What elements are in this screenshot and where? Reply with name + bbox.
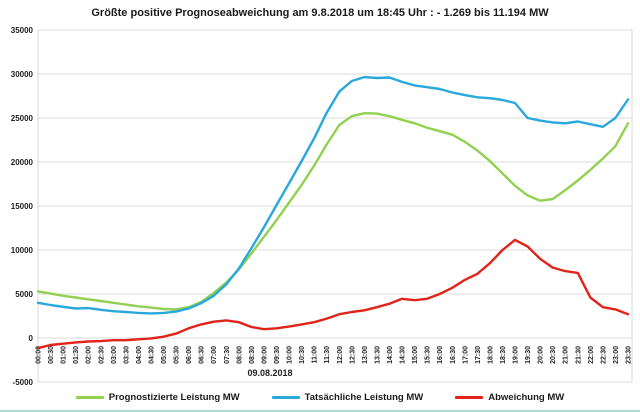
x-tick-label-21:00: 21:00: [563, 346, 570, 364]
series-line-0: [36, 111, 630, 311]
x-tick-label-13:30: 13:30: [374, 346, 381, 364]
legend-item-deviation: Abweichung MW: [455, 392, 564, 403]
x-tick-label-03:30: 03:30: [123, 346, 130, 364]
x-tick-label-04:00: 04:00: [136, 346, 143, 364]
forecast-line-swatch: [75, 396, 104, 399]
x-tick-label-08:00: 08:00: [236, 346, 243, 364]
y-tick-label-15000: 15000: [11, 202, 34, 211]
x-tick-label-08:30: 08:30: [249, 346, 256, 364]
deviation-line-swatch: [455, 396, 484, 399]
x-tick-label-19:00: 19:00: [513, 346, 520, 364]
series-line-1: [36, 75, 630, 315]
x-tick-label-23:00: 23:00: [613, 346, 620, 364]
y-tick-label-0: 0: [29, 334, 34, 343]
y-tick-label-10000: 10000: [11, 246, 34, 255]
x-tick-label-21:30: 21:30: [575, 346, 582, 364]
legend-label-actual: Tatsächliche Leistung MW: [304, 392, 424, 403]
y-tick-label-30000: 30000: [11, 70, 34, 79]
x-tick-label-06:30: 06:30: [199, 346, 206, 364]
x-tick-label-14:30: 14:30: [400, 346, 407, 364]
x-tick-label-15:00: 15:00: [412, 346, 419, 364]
x-tick-label-16:00: 16:00: [437, 346, 444, 364]
screenshot-bottom-edge-artifact: [0, 410, 640, 412]
x-tick-label-03:00: 03:00: [111, 346, 118, 364]
x-tick-label-07:00: 07:00: [211, 346, 218, 364]
legend-label-deviation: Abweichung MW: [488, 392, 565, 403]
x-tick-label-17:30: 17:30: [475, 346, 482, 364]
x-tick-label-00:30: 00:30: [48, 346, 55, 364]
series-line-2: [36, 238, 630, 350]
x-tick-label-15:30: 15:30: [425, 346, 432, 364]
x-tick-label-11:00: 11:00: [312, 346, 319, 364]
x-tick-label-22:00: 22:00: [588, 346, 595, 364]
x-tick-label-13:00: 13:00: [362, 346, 369, 364]
x-tick-label-20:00: 20:00: [538, 346, 545, 364]
chart-title: Größte positive Prognoseabweichung am 9.…: [91, 7, 549, 19]
legend-item-forecast: Prognostizierte Leistung MW: [75, 392, 240, 403]
x-tick-label-07:30: 07:30: [224, 346, 231, 364]
x-tick-label-17:00: 17:00: [462, 346, 469, 364]
x-tick-label-09:00: 09:00: [261, 346, 268, 364]
x-tick-label-01:30: 01:30: [73, 346, 80, 364]
x-tick-label-12:30: 12:30: [349, 346, 356, 364]
x-tick-label-18:00: 18:00: [487, 346, 494, 364]
legend-item-actual: Tatsächliche Leistung MW: [271, 392, 424, 403]
x-tick-label-01:00: 01:00: [61, 346, 68, 364]
x-tick-label-16:30: 16:30: [450, 346, 457, 364]
x-tick-label-02:30: 02:30: [98, 346, 105, 364]
y-tick-label--5000: -5000: [13, 378, 34, 387]
x-tick-label-10:00: 10:00: [287, 346, 294, 364]
x-tick-label-22:30: 22:30: [600, 346, 607, 364]
y-tick-label-35000: 35000: [11, 26, 34, 35]
x-axis-date-label: 09.08.2018: [247, 368, 293, 378]
x-tick-label-18:30: 18:30: [500, 346, 507, 364]
x-tick-label-23:30: 23:30: [626, 346, 633, 364]
x-tick-label-12:00: 12:00: [337, 346, 344, 364]
y-tick-label-5000: 5000: [15, 290, 33, 299]
x-tick-label-04:30: 04:30: [148, 346, 155, 364]
x-tick-label-06:00: 06:00: [186, 346, 193, 364]
x-tick-label-19:30: 19:30: [525, 346, 532, 364]
chart-legend: Prognostizierte Leistung MW Tatsächliche…: [0, 392, 640, 403]
x-tick-label-14:00: 14:00: [387, 346, 394, 364]
x-tick-label-05:00: 05:00: [161, 346, 168, 364]
legend-label-forecast: Prognostizierte Leistung MW: [108, 392, 240, 403]
y-tick-label-20000: 20000: [11, 158, 34, 167]
x-tick-label-09:30: 09:30: [274, 346, 281, 364]
x-tick-label-20:30: 20:30: [550, 346, 557, 364]
x-tick-label-02:00: 02:00: [86, 346, 93, 364]
x-tick-label-00:00: 00:00: [36, 346, 43, 364]
x-tick-label-10:30: 10:30: [299, 346, 306, 364]
x-tick-label-11:30: 11:30: [324, 346, 331, 364]
actual-line-swatch: [271, 396, 300, 399]
x-tick-label-05:30: 05:30: [174, 346, 181, 364]
y-tick-label-25000: 25000: [11, 114, 34, 123]
